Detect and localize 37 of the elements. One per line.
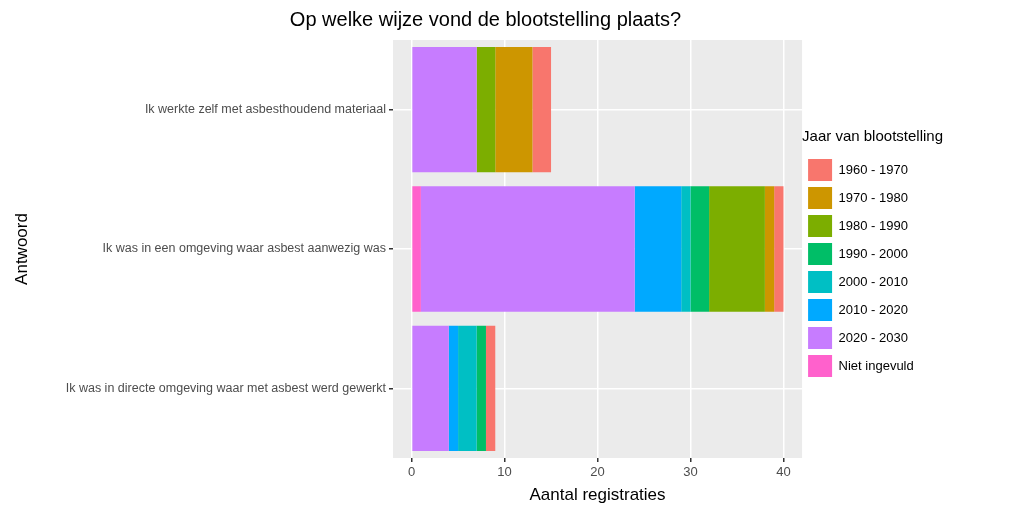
legend-label: 1980 - 1990 <box>838 217 908 233</box>
y-axis-title: Antwoord <box>11 213 31 285</box>
bar <box>476 325 486 452</box>
y-tick-label: Ik werkte zelf met asbesthoudend materiaal <box>144 102 386 117</box>
bar <box>495 46 533 173</box>
legend-label: Niet ingevuld <box>838 357 914 373</box>
bar <box>412 46 477 173</box>
bar <box>774 186 784 312</box>
bar <box>448 325 459 452</box>
bar <box>764 186 775 312</box>
legend-label: 1990 - 2000 <box>838 245 908 261</box>
x-tick-label: 40 <box>776 464 791 480</box>
bar <box>532 46 552 173</box>
legend-label: 1960 - 1970 <box>838 161 908 177</box>
legend-label: 2020 - 2030 <box>838 329 908 345</box>
x-tick-label: 20 <box>590 464 605 480</box>
x-tick-label: 0 <box>407 464 416 480</box>
legend-label: 2010 - 2020 <box>838 301 908 317</box>
bar <box>681 186 691 312</box>
chart-title: Op welke wijze vond de blootstelling plaats? <box>289 7 682 30</box>
bar <box>485 325 496 452</box>
bar <box>412 186 421 312</box>
bar <box>709 186 765 312</box>
legend-label: 1970 - 1980 <box>838 189 908 205</box>
bar <box>690 186 710 312</box>
legend-title: Jaar van blootstelling <box>802 126 943 144</box>
x-axis-title: Aantal registraties <box>529 485 666 505</box>
bar <box>458 325 477 452</box>
bar <box>420 186 635 312</box>
bar <box>634 186 682 312</box>
y-tick-label: Ik was in directe omgeving waar met asbest werd gewerkt <box>65 380 387 395</box>
x-tick-label: 10 <box>497 464 512 480</box>
bar <box>476 46 496 173</box>
bar <box>412 325 449 452</box>
x-tick-label: 30 <box>683 464 698 480</box>
y-tick-label: Ik was in een omgeving waar asbest aanwezig was <box>102 241 386 256</box>
legend-label: 2000 - 2010 <box>838 273 908 289</box>
